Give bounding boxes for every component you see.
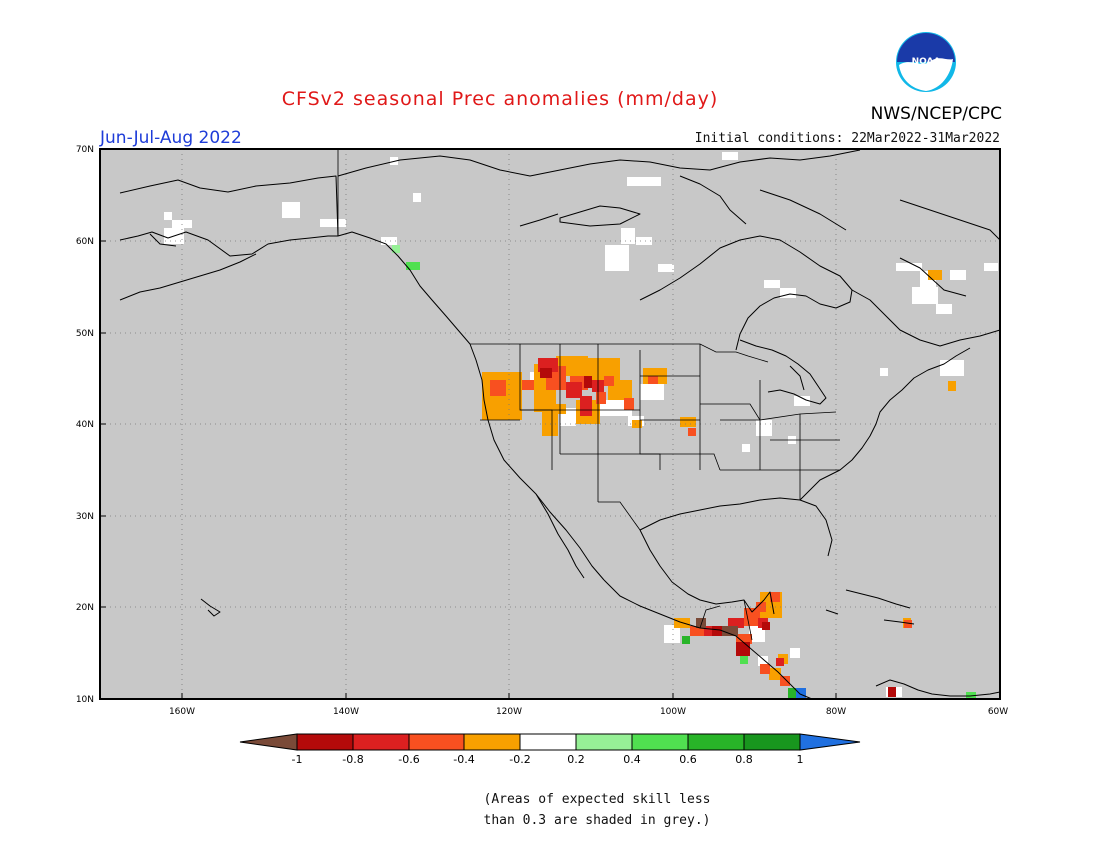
political-borders [337,149,840,641]
agency-label: NWS/NCEP/CPC [870,104,1002,124]
graticule [100,149,1000,699]
lat-label: 70N [76,145,94,155]
precip-anomaly-map: 70N 60N 50N 40N 30N 20N 10N 160W 140W 12… [76,145,1008,717]
colorbar-segment [799,733,861,751]
colorbar-segment [463,733,521,751]
colorbar-tick-label: -0.2 [509,753,530,766]
lon-label: 80W [826,707,846,717]
colorbar-segment [352,733,410,751]
coastlines [119,149,1001,700]
anomaly-cells [164,152,998,698]
colorbar-tick-label: 0.8 [735,753,753,766]
initial-conditions-label: Initial conditions: 22Mar2022-31Mar2022 [694,131,1000,146]
colorbar-tick-label: 0.4 [623,753,641,766]
lon-label: 60W [988,707,1008,717]
map-ticks [100,148,837,700]
colorbar-tick-label: 0.6 [679,753,697,766]
lon-label: 160W [169,707,195,717]
lat-label: 10N [76,695,94,705]
lon-label: 120W [496,707,522,717]
colorbar-tick-label: -0.4 [453,753,474,766]
noaa-logo: NOAA [896,32,956,92]
colorbar-segment [631,733,689,751]
footnote-line-1: (Areas of expected skill less [483,792,711,807]
lat-label: 50N [76,329,94,339]
colorbar-tick-label: -0.8 [342,753,363,766]
lon-label: 100W [660,707,686,717]
colorbar-tick-label: 0.2 [567,753,585,766]
map-title: CFSv2 seasonal Prec anomalies (mm/day) [281,88,719,110]
colorbar-segment [743,733,801,751]
colorbar-tick-label: -0.6 [398,753,419,766]
lat-label: 60N [76,237,94,247]
colorbar-segment [687,733,745,751]
colorbar-segment [408,733,465,751]
colorbar-segment [239,733,298,751]
season-label: Jun-Jul-Aug 2022 [100,128,242,148]
colorbar-segment [519,733,577,751]
colorbar-tick-label: -1 [292,753,303,766]
colorbar-tick-label: 1 [797,753,804,766]
longitude-labels: 160W 140W 120W 100W 80W 60W [169,707,1008,717]
lat-label: 30N [76,512,94,522]
latitude-labels: 70N 60N 50N 40N 30N 20N 10N [76,145,94,705]
colorbar-segment [296,733,354,751]
lat-label: 40N [76,420,94,430]
lat-label: 20N [76,603,94,613]
colorbar-segment [575,733,633,751]
footnote-line-2: than 0.3 are shaded in grey.) [483,813,711,828]
lon-label: 140W [333,707,359,717]
noaa-logo-text: NOAA [912,57,941,67]
